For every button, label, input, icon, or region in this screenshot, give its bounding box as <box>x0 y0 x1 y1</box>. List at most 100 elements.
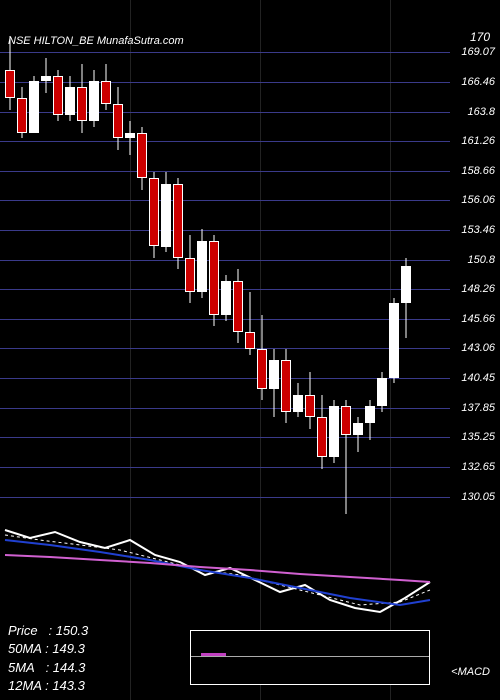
candle-body <box>257 349 267 389</box>
candle <box>125 30 135 520</box>
candle <box>149 30 159 520</box>
macd-bar <box>201 653 226 656</box>
candle-body <box>5 70 15 98</box>
candle <box>29 30 39 520</box>
candle <box>293 30 303 520</box>
info-panel: Price : 150.3 50MA : 149.3 5MA : 144.3 1… <box>8 622 88 695</box>
candle-body <box>365 406 375 423</box>
candle <box>173 30 183 520</box>
price-axis-label: 148.26 <box>461 283 495 295</box>
candle-body <box>65 87 75 115</box>
candle <box>101 30 111 520</box>
price-axis-label: 145.66 <box>461 313 495 325</box>
candle <box>365 30 375 520</box>
candle-body <box>317 417 327 457</box>
candle-body <box>149 178 159 246</box>
candle <box>89 30 99 520</box>
candle <box>113 30 123 520</box>
candle-body <box>305 395 315 418</box>
candle <box>65 30 75 520</box>
candle <box>17 30 27 520</box>
candle-body <box>113 104 123 138</box>
price-axis-label: 150.8 <box>467 254 495 266</box>
candle-wick <box>130 121 131 155</box>
candle <box>389 30 399 520</box>
candle-body <box>101 81 111 104</box>
price-axis-label: 166.46 <box>461 76 495 88</box>
candle <box>341 30 351 520</box>
candle <box>185 30 195 520</box>
candle-body <box>353 423 363 434</box>
price-axis-label: 161.26 <box>461 135 495 147</box>
price-axis-label: 158.66 <box>461 165 495 177</box>
candle <box>137 30 147 520</box>
price-axis-label: 140.45 <box>461 372 495 384</box>
line-blue <box>5 540 430 605</box>
candle <box>245 30 255 520</box>
price-axis-label: 169.07 <box>461 46 495 58</box>
candle <box>353 30 363 520</box>
candle <box>269 30 279 520</box>
candle-body <box>125 133 135 139</box>
top-tick-label: 170 <box>470 30 490 44</box>
candle-body <box>269 360 279 388</box>
candle <box>53 30 63 520</box>
candle <box>197 30 207 520</box>
candle <box>257 30 267 520</box>
candle-body <box>41 76 51 82</box>
candle-body <box>401 266 411 304</box>
candle-body <box>77 87 87 121</box>
candle-body <box>233 281 243 332</box>
line-magenta <box>5 555 430 582</box>
macd-zero-line <box>191 656 429 657</box>
chart-title: NSE HILTON_BE MunafaSutra.com <box>8 35 184 47</box>
info-50ma: 50MA : 149.3 <box>8 640 88 658</box>
price-axis-label: 156.06 <box>461 194 495 206</box>
candle-body <box>53 76 63 116</box>
candle <box>233 30 243 520</box>
candle-body <box>185 258 195 292</box>
candle-body <box>161 184 171 247</box>
macd-box <box>190 630 430 685</box>
info-5ma: 5MA : 144.3 <box>8 659 88 677</box>
price-axis-label: 130.05 <box>461 491 495 503</box>
candle-body <box>209 241 219 315</box>
price-panel <box>0 30 450 520</box>
candle <box>209 30 219 520</box>
candle <box>377 30 387 520</box>
indicator-panel <box>0 520 450 630</box>
info-price: Price : 150.3 <box>8 622 88 640</box>
candle <box>305 30 315 520</box>
candle-body <box>29 81 39 132</box>
price-axis-label: 137.85 <box>461 402 495 414</box>
candle <box>401 30 411 520</box>
chart-container: NSE HILTON_BE MunafaSutra.com 170 169.07… <box>0 0 500 700</box>
candle-body <box>281 360 291 411</box>
price-axis-label: 135.25 <box>461 431 495 443</box>
candle-body <box>293 395 303 412</box>
price-axis-label: 163.8 <box>467 106 495 118</box>
candle-body <box>329 406 339 457</box>
candle-body <box>173 184 183 258</box>
macd-label: <MACD <box>451 666 490 678</box>
price-axis-label: 153.46 <box>461 224 495 236</box>
candle-body <box>245 332 255 349</box>
candle <box>281 30 291 520</box>
candle <box>5 30 15 520</box>
candle-body <box>89 81 99 121</box>
candle-body <box>17 98 27 132</box>
candle-body <box>389 303 399 377</box>
info-12ma: 12MA : 143.3 <box>8 677 88 695</box>
candle-body <box>137 133 147 179</box>
candle <box>161 30 171 520</box>
candle <box>329 30 339 520</box>
candle-body <box>221 281 231 315</box>
indicator-svg <box>0 520 450 630</box>
price-axis-label: 143.06 <box>461 342 495 354</box>
candle-body <box>197 241 207 292</box>
candle <box>221 30 231 520</box>
candle <box>41 30 51 520</box>
candle-body <box>341 406 351 434</box>
price-axis-label: 132.65 <box>461 461 495 473</box>
line-white-dotted <box>5 535 430 605</box>
